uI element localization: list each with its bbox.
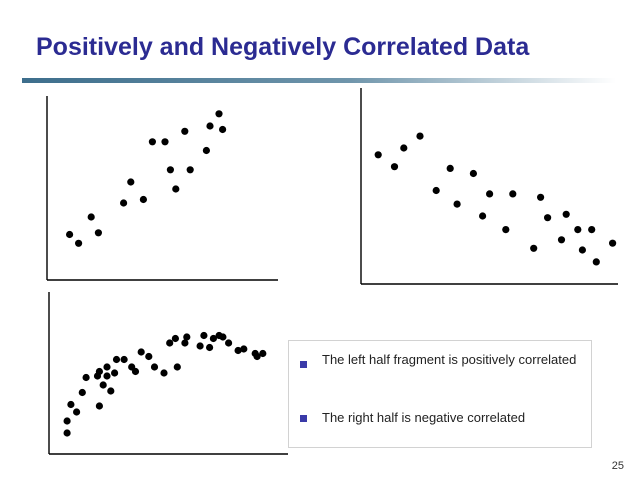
scatter-point — [173, 363, 181, 371]
scatter-point — [139, 195, 147, 204]
scatter-point — [240, 345, 248, 353]
scatter-point — [171, 334, 179, 343]
scatter-point — [225, 339, 233, 347]
square-bullet-icon — [300, 415, 307, 422]
scatter-point — [95, 367, 103, 376]
scatter-point — [73, 408, 81, 416]
slide-title: Positively and Negatively Correlated Dat… — [36, 33, 530, 61]
scatter-point — [400, 144, 408, 152]
scatter-point — [469, 169, 477, 178]
scatter-point — [63, 429, 71, 437]
scatter-point — [219, 125, 227, 134]
scatter-point — [446, 164, 454, 172]
scatter-point — [253, 352, 261, 361]
scatter-point — [530, 244, 538, 252]
scatter-point — [131, 367, 140, 376]
bullet-text-positive: The left half fragment is positively cor… — [322, 352, 577, 367]
scatter-point — [183, 333, 191, 341]
scatter-point — [486, 190, 494, 198]
scatter-point — [390, 163, 399, 171]
scatter-point — [103, 363, 111, 371]
scatter-point — [94, 229, 102, 237]
scatter-point — [120, 355, 128, 364]
scatter-point — [127, 178, 135, 186]
scatter-point — [209, 334, 217, 343]
scatter-point — [453, 200, 461, 208]
scatter-point — [259, 349, 267, 358]
scatter-point — [544, 214, 552, 222]
scatter-point — [202, 146, 210, 155]
scatter-point — [578, 246, 586, 254]
positive-correlation-scatter-plot — [46, 96, 278, 281]
scatter-point — [196, 342, 204, 350]
scatter-point — [234, 346, 242, 355]
bullet-text-negative: The right half is negative correlated — [322, 410, 526, 425]
scatter-point — [148, 138, 156, 146]
scatter-point — [215, 110, 223, 118]
scatter-point — [509, 190, 517, 198]
scatter-point — [99, 381, 107, 389]
scatter-point — [432, 186, 440, 195]
scatter-point — [66, 230, 74, 239]
scatter-point — [150, 363, 159, 371]
slide-number: 25 — [611, 460, 624, 472]
scatter-point — [166, 339, 174, 347]
scatter-point — [95, 402, 103, 410]
scatter-point — [166, 166, 174, 174]
scatter-point — [103, 372, 111, 380]
scatter-point — [107, 387, 115, 395]
scatter-point — [416, 132, 424, 140]
scatter-point — [200, 331, 208, 340]
scatter-point — [609, 239, 617, 247]
scatter-point — [206, 343, 214, 352]
scatter-point — [502, 226, 510, 234]
scatter-point — [82, 373, 90, 382]
explanation-textbox: The left half fragment is positively cor… — [288, 340, 592, 448]
scatter-point — [161, 138, 169, 146]
scatter-point — [145, 352, 153, 361]
scatter-point — [588, 226, 596, 234]
square-bullet-icon — [300, 361, 307, 368]
scatter-point — [172, 185, 180, 193]
scatter-point — [562, 210, 570, 218]
scatter-point — [592, 258, 600, 266]
curved-correlation-scatter-plot — [48, 292, 288, 455]
scatter-point — [111, 369, 119, 377]
scatter-point — [67, 400, 75, 409]
scatter-point — [574, 226, 582, 234]
scatter-point — [181, 127, 189, 135]
scatter-point — [63, 417, 71, 425]
scatter-point — [186, 166, 194, 174]
scatter-point — [374, 151, 382, 159]
scatter-point — [557, 236, 566, 244]
scatter-point — [78, 388, 86, 397]
scatter-point — [112, 355, 121, 364]
title-underline — [22, 78, 616, 83]
scatter-point — [181, 339, 189, 347]
scatter-point — [206, 122, 214, 130]
scatter-point — [479, 212, 487, 220]
scatter-point — [120, 199, 128, 207]
scatter-point — [537, 193, 545, 201]
scatter-point — [87, 213, 95, 221]
negative-correlation-scatter-plot — [360, 88, 618, 285]
scatter-point — [75, 239, 83, 247]
scatter-point — [219, 333, 227, 341]
scatter-point — [160, 369, 168, 377]
scatter-point — [137, 348, 145, 356]
